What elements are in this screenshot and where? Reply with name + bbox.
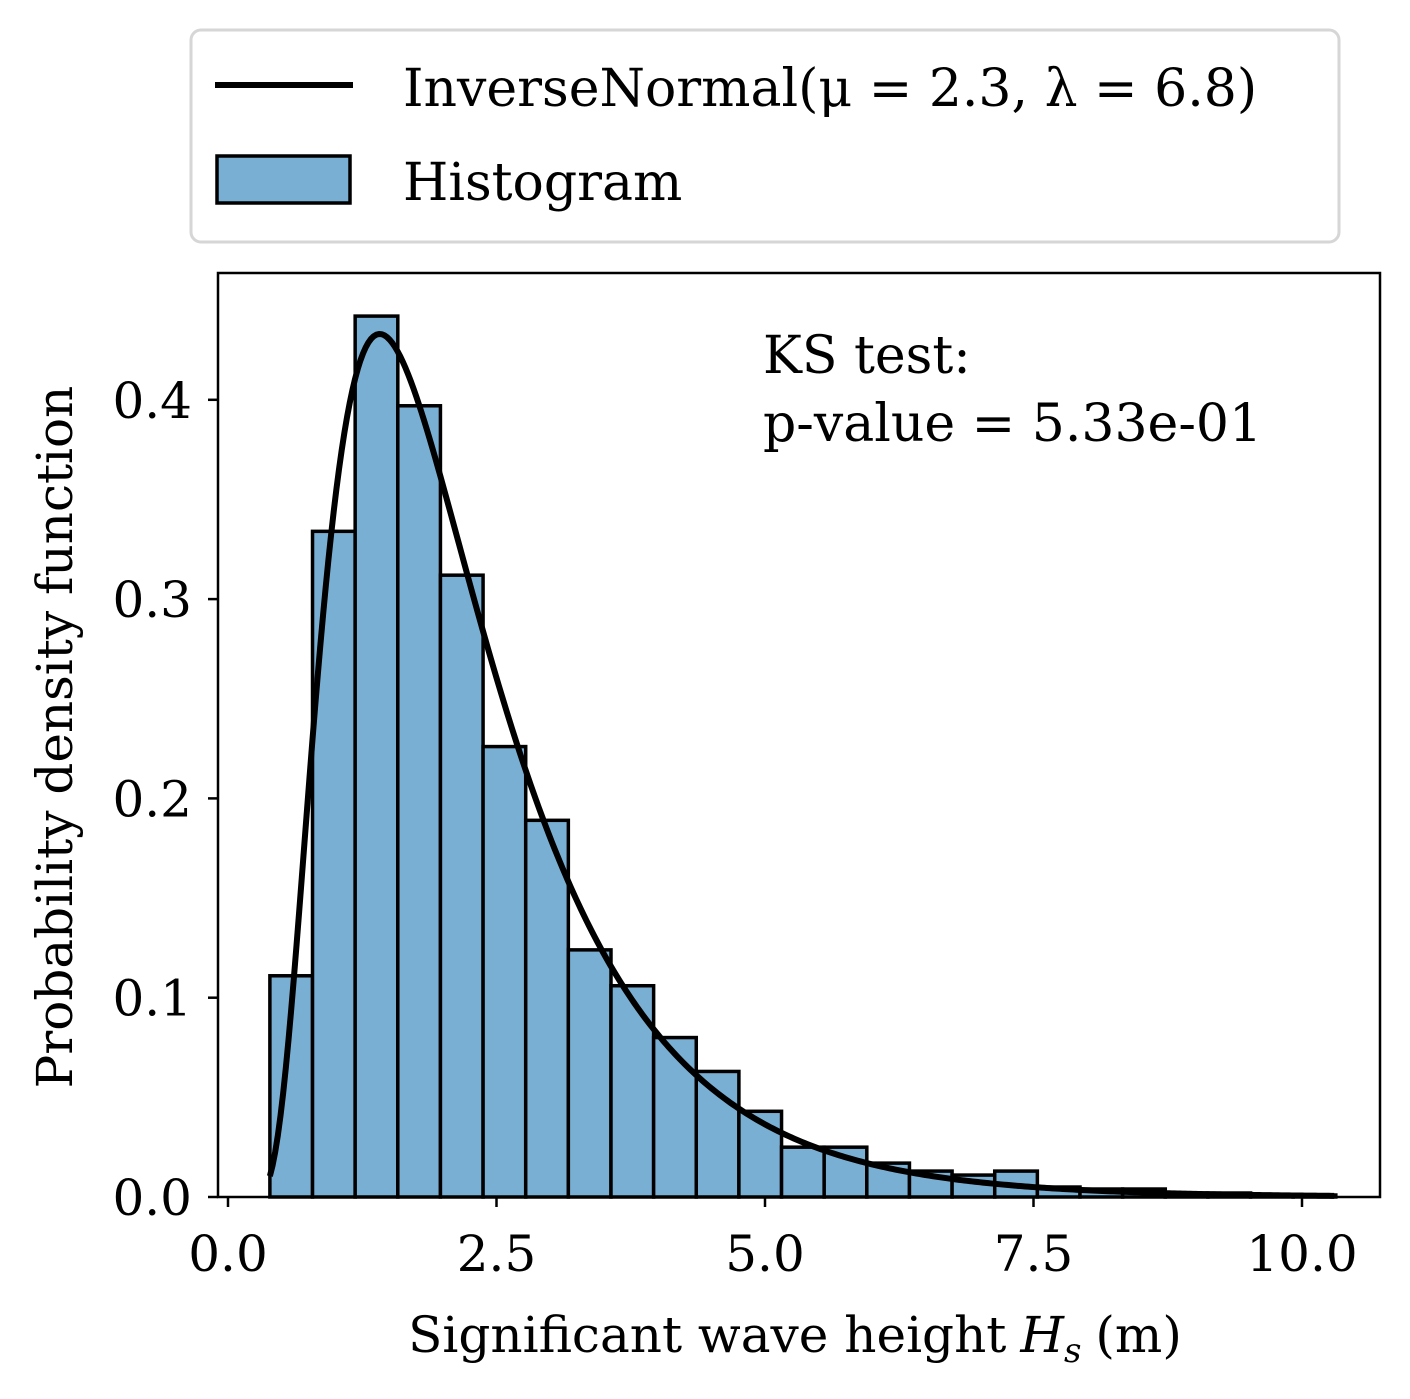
y-tick-label: 0.3 — [112, 571, 192, 629]
legend-label-curve: InverseNormal(μ = 2.3, λ = 6.8) — [403, 59, 1257, 119]
x-axis-label-text: Significant wave height — [408, 1306, 1006, 1364]
ks-annotation: KS test: p-value = 5.33e-01 — [763, 326, 1262, 454]
histogram-bar — [651, 1035, 699, 1199]
histogram-bar — [353, 314, 400, 1199]
y-axis-label: Probability density function — [26, 386, 84, 1089]
histogram-bar — [737, 1109, 784, 1199]
histogram-bar — [779, 1145, 826, 1199]
histogram-bar — [438, 573, 485, 1199]
legend-box — [189, 28, 1341, 244]
histogram-bar — [566, 948, 613, 1199]
x-axis-ticks: 0.0 2.5 5.0 7.5 10.0 — [188, 1197, 1358, 1283]
x-axis-label: Significant wave height Hs (m) — [408, 1306, 1182, 1371]
y-tick-label: 0.2 — [112, 770, 192, 828]
inverse-normal-curve — [266, 330, 1335, 1199]
x-axis-label-subscript: s — [1064, 1331, 1081, 1371]
histogram-bar — [481, 744, 528, 1199]
histogram-bar — [396, 404, 443, 1199]
histogram-bar — [523, 818, 571, 1199]
x-tick-label: 5.0 — [725, 1225, 805, 1283]
axes-frame — [216, 271, 1382, 1199]
ks-annotation-line-2: p-value = 5.33e-01 — [763, 394, 1262, 454]
legend: InverseNormal(μ = 2.3, λ = 6.8) Histogra… — [189, 28, 1341, 244]
legend-patch-swatch — [215, 154, 352, 205]
y-axis-ticks: 0.0 0.1 0.2 0.3 0.4 — [112, 372, 218, 1227]
x-tick-label: 2.5 — [457, 1225, 537, 1283]
x-tick-label: 10.0 — [1246, 1225, 1357, 1283]
y-tick-label: 0.0 — [112, 1169, 192, 1227]
x-axis-label-symbol: H — [1019, 1306, 1065, 1364]
legend-label-histogram: Histogram — [403, 153, 682, 213]
y-tick-label: 0.1 — [112, 970, 192, 1028]
x-tick-label: 7.5 — [994, 1225, 1074, 1283]
x-tick-label: 0.0 — [188, 1225, 268, 1283]
ks-annotation-line-1: KS test: — [763, 326, 971, 386]
x-axis-label-unit: (m) — [1095, 1306, 1181, 1364]
y-tick-label: 0.4 — [112, 372, 192, 430]
